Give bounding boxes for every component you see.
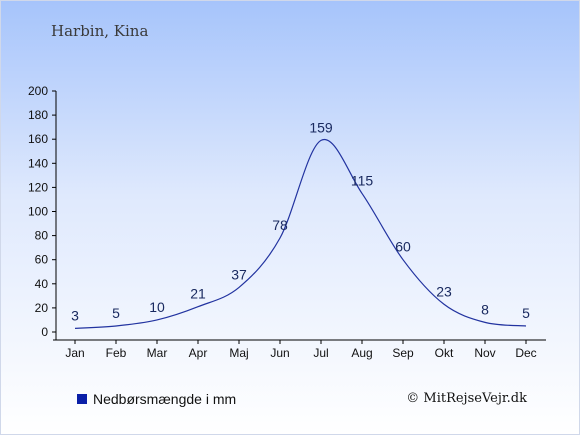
data-label: 5 [522,305,530,321]
data-label: 159 [309,119,333,135]
y-tick-label: 120 [28,180,48,194]
legend: Nedbørsmængde i mm [77,391,236,407]
x-tick-label: Maj [229,346,248,360]
data-label: 37 [231,266,247,282]
series-line [74,138,527,329]
x-tick-label: Aug [351,346,372,360]
data-label: 21 [190,286,206,302]
x-tick-label: Apr [189,346,208,360]
data-label: 60 [395,239,411,255]
x-tick-label: Jun [270,346,289,360]
data-label: 3 [71,307,79,323]
data-label: 5 [112,305,120,321]
data-label: 78 [272,217,288,233]
x-tick-label: Nov [474,346,495,360]
data-label: 23 [436,283,452,299]
y-tick-label: 160 [28,132,48,146]
data-label: 115 [351,172,374,188]
y-tick-label: 180 [28,108,48,122]
x-tick-label: Okt [435,346,454,360]
x-tick-label: Feb [106,346,127,360]
y-tick-label: 20 [35,301,49,315]
data-label: 10 [149,299,165,315]
y-tick-label: 140 [28,156,48,170]
credit-text: © MitRejseVejr.dk [406,391,527,406]
data-label: 8 [481,301,489,317]
y-tick-label: 40 [35,277,49,291]
legend-swatch [77,394,87,404]
y-tick-label: 0 [41,325,48,339]
x-tick-label: Dec [515,346,536,360]
x-tick-label: Jul [313,346,328,360]
y-tick-label: 60 [35,253,49,267]
y-tick-label: 100 [28,205,48,219]
x-tick-label: Sep [392,346,414,360]
x-tick-label: Jan [65,346,84,360]
x-tick-label: Mar [147,346,168,360]
y-tick-label: 80 [35,229,49,243]
legend-label: Nedbørsmængde i mm [93,391,237,407]
y-tick-label: 200 [28,84,48,98]
location-title: Harbin, Kina [51,22,149,40]
